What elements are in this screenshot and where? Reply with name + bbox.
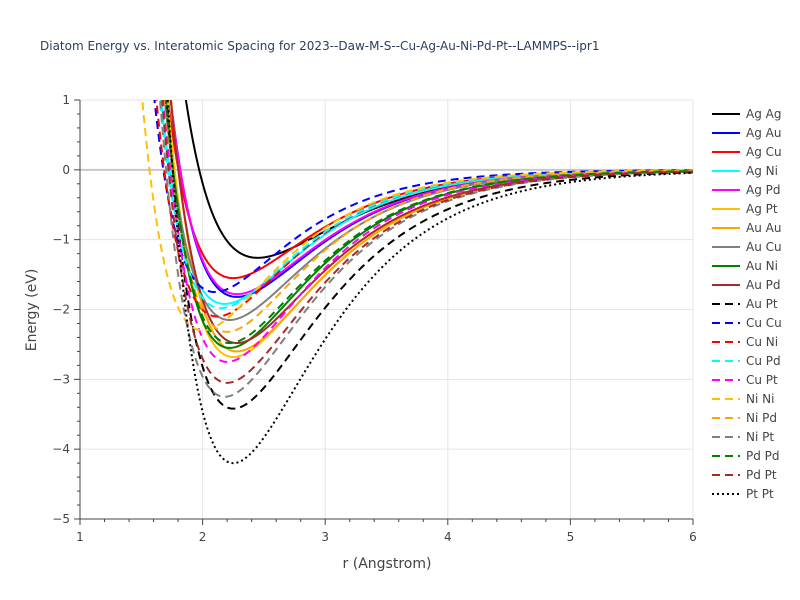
- legend-label: Ag Au: [746, 126, 781, 140]
- legend-item[interactable]: Pd Pd: [712, 449, 780, 463]
- legend-label: Cu Cu: [746, 316, 782, 330]
- legend-label: Au Pt: [746, 297, 778, 311]
- legend-item[interactable]: Ag Ni: [712, 164, 778, 178]
- y-tick-label: 1: [62, 93, 70, 107]
- legend-label: Au Cu: [746, 240, 782, 254]
- chart-title: Diatom Energy vs. Interatomic Spacing fo…: [40, 39, 599, 53]
- series-line-cu-pt: [162, 100, 693, 363]
- legend-item[interactable]: Ag Cu: [712, 145, 782, 159]
- legend-label: Ag Pd: [746, 183, 781, 197]
- legend-label: Au Pd: [746, 278, 780, 292]
- series-line-ni-ni: [141, 100, 693, 332]
- x-tick-label: 4: [444, 530, 452, 544]
- series-line-pd-pd: [164, 100, 693, 345]
- legend-item[interactable]: Ni Ni: [712, 392, 774, 406]
- legend-item[interactable]: Ag Pt: [712, 202, 778, 216]
- y-tick-label: 0: [62, 163, 70, 177]
- legend-label: Pd Pt: [746, 468, 777, 482]
- y-tick-label: −1: [52, 233, 70, 247]
- legend-item[interactable]: Au Cu: [712, 240, 782, 254]
- legend-label: Ni Pt: [746, 430, 774, 444]
- legend-item[interactable]: Ni Pd: [712, 411, 777, 425]
- legend-item[interactable]: Ag Ag: [712, 107, 781, 121]
- x-tick-label: 2: [199, 530, 207, 544]
- series-line-pt-pt: [166, 100, 693, 465]
- legend-label: Ag Pt: [746, 202, 778, 216]
- legend-item[interactable]: Au Pt: [712, 297, 778, 311]
- x-tick-label: 6: [689, 530, 697, 544]
- series-line-ni-pd: [163, 100, 693, 333]
- y-axis-title: Energy (eV): [24, 269, 40, 352]
- legend-label: Pt Pt: [746, 487, 774, 501]
- legend-label: Ni Ni: [746, 392, 774, 406]
- legend-label: Au Ni: [746, 259, 778, 273]
- y-tick-label: −2: [52, 303, 70, 317]
- series-lines: [141, 100, 693, 465]
- x-axis-title: r (Angstrom): [343, 556, 432, 572]
- legend-item[interactable]: Ag Au: [712, 126, 781, 140]
- legend-item[interactable]: Au Pd: [712, 278, 780, 292]
- legend-label: Ag Cu: [746, 145, 782, 159]
- legend[interactable]: Ag Ag Ag Au Ag Cu Ag Ni Ag Pd Ag Pt Au Au Au Cu…: [712, 107, 782, 501]
- series-line-au-pt: [165, 100, 693, 410]
- legend-item[interactable]: Au Ni: [712, 259, 778, 273]
- x-tick-label: 5: [567, 530, 575, 544]
- legend-label: Cu Pd: [746, 354, 781, 368]
- legend-label: Cu Pt: [746, 373, 778, 387]
- legend-label: Ag Ni: [746, 164, 778, 178]
- legend-item[interactable]: Cu Pd: [712, 354, 781, 368]
- legend-item[interactable]: Cu Ni: [712, 335, 778, 349]
- y-tick-label: −3: [52, 372, 70, 386]
- y-tick-label: −5: [52, 512, 70, 526]
- legend-label: Ni Pd: [746, 411, 777, 425]
- axes: 1 2 3 4 5 6 −5 −4 −3 −2 −1 0 1: [52, 93, 697, 544]
- legend-item[interactable]: Cu Cu: [712, 316, 782, 330]
- legend-label: Ag Ag: [746, 107, 781, 121]
- legend-item[interactable]: Pd Pt: [712, 468, 777, 482]
- legend-label: Au Au: [746, 221, 781, 235]
- legend-label: Cu Ni: [746, 335, 778, 349]
- legend-item[interactable]: Cu Pt: [712, 373, 778, 387]
- legend-label: Pd Pd: [746, 449, 780, 463]
- legend-item[interactable]: Pt Pt: [712, 487, 774, 501]
- series-line-pd-pt: [161, 100, 693, 384]
- x-tick-label: 3: [321, 530, 329, 544]
- y-tick-label: −4: [52, 442, 70, 456]
- legend-item[interactable]: Ag Pd: [712, 183, 781, 197]
- legend-item[interactable]: Au Au: [712, 221, 781, 235]
- x-tick-label: 1: [76, 530, 84, 544]
- legend-item[interactable]: Ni Pt: [712, 430, 774, 444]
